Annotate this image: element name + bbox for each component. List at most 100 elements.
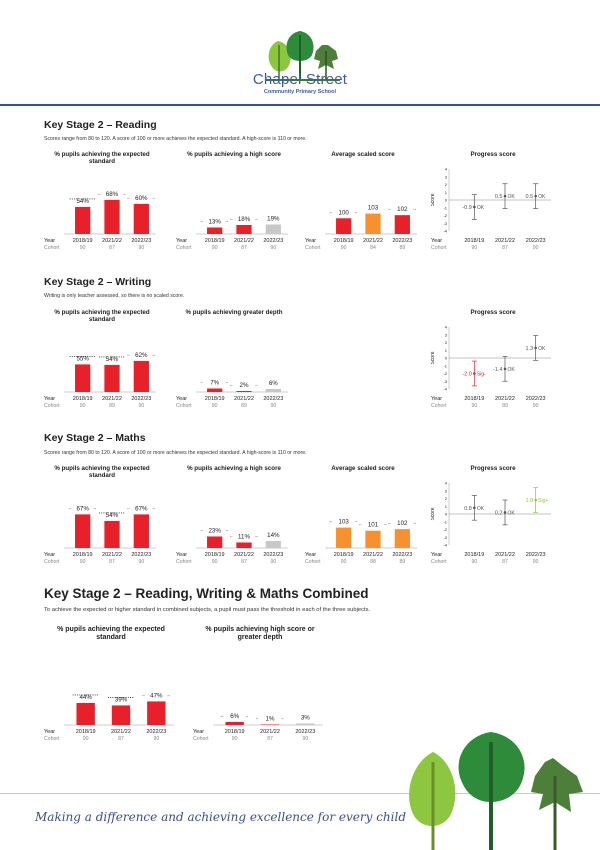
year-tick-label: 2022/23 [526,552,546,558]
y-tick-label: -3 [443,535,447,540]
progress-point [534,346,537,350]
comparison-arrow-left: ← [387,206,392,211]
comparison-arrow-left: ← [68,505,73,510]
cohort-value: 84 [370,245,376,251]
bar [104,199,120,234]
y-tick-label: 3 [445,174,448,179]
comparison-arrow-right: → [166,692,171,697]
bar [394,215,410,234]
bar-value-label: 3% [301,714,310,721]
bar [365,530,381,548]
year-tick-label: 2018/19 [205,552,225,558]
comparison-arrow-left: ← [126,352,131,357]
comparison-arrow-right: → [354,519,359,524]
bar-value-label: 23% [208,527,221,534]
year-tick-label: 2021/22 [102,238,122,244]
year-tick-label: 2021/22 [495,396,515,402]
bar-value-label: 103 [339,519,350,526]
cohort-value: 90 [471,403,477,409]
year-tick-label: 2022/23 [263,552,283,558]
year-row-label: Year [176,552,187,558]
comparison-arrow-right: → [354,209,359,214]
progress-point [503,511,507,514]
year-tick-label: 2022/23 [131,396,151,402]
year-tick-label: 2018/19 [205,238,225,244]
year-tick-label: 2021/22 [234,552,254,558]
comparison-arrow-right: → [151,195,156,200]
chart-title: % pupils achieving the expected standard [54,309,150,323]
cohort-value: 87 [502,559,508,565]
bar-value-label: 1% [266,715,275,722]
y-tick-label: -3 [443,221,447,226]
y-tick-label: 3 [445,488,448,493]
bar-value-label: 6% [230,713,239,720]
y-tick-label: 1 [445,190,448,195]
year-tick-label: 2018/19 [73,396,93,402]
bar [236,390,252,392]
bar [265,540,281,548]
cohort-value: 87 [241,559,247,565]
comparison-arrow-right: → [280,715,285,720]
comparison-arrow-left: ← [229,382,234,387]
significance-label: OK [477,506,485,512]
cohort-value: 90 [138,403,144,409]
bar-value-label: 60% [135,195,148,202]
year-row-label: Year [431,238,442,244]
significance-label: OK [477,205,485,211]
year-tick-label: 2022/23 [131,238,151,244]
y-tick-label: 4 [445,325,448,330]
bar [365,213,381,234]
year-tick-label: 2022/23 [131,552,151,558]
bar-value-label: 68% [106,191,119,198]
cohort-value: 90 [212,403,218,409]
significance-label: OK [538,194,546,200]
bar [75,364,91,392]
cohort-row-label: Cohort [431,559,447,565]
progress-point [534,498,537,502]
cohort-value: 89 [399,245,405,251]
y-tick-label: -4 [443,543,447,548]
cohort-value: 90 [83,736,89,742]
cohort-value: 90 [471,245,477,251]
bar-value-label: 11% [238,533,250,540]
y-tick-label: 4 [445,481,448,486]
y-tick-label: 0 [445,356,448,361]
bar-value-label: 54% [106,356,119,363]
cohort-row-label: Cohort [44,245,60,251]
section-title-writing: Key Stage 2 – Writing [44,276,152,288]
bar [133,360,149,392]
comparison-arrow-left: ← [200,527,205,532]
significance-label: OK [508,194,516,200]
year-tick-label: 2021/22 [363,238,383,244]
comparison-arrow-right: → [225,527,230,532]
year-row-label: Year [176,238,187,244]
bar [75,206,91,234]
year-tick-label: 2018/19 [334,238,354,244]
y-tick-label: -1 [443,205,447,210]
y-tick-label: -4 [443,387,447,392]
chart-title: Average scaled score [331,151,395,158]
chart-title: % pupils achieving the expected standard [57,626,165,641]
bar [225,721,244,725]
year-row-label: Year [44,729,55,735]
comparison-arrow-right: → [254,382,259,387]
cohort-value: 87 [109,245,115,251]
section-title-reading: Key Stage 2 – Reading [44,119,157,131]
comparison-arrow-left: ← [229,533,234,538]
cohort-row-label: Cohort [193,736,209,742]
bar-value-label: 103 [368,205,379,212]
comparison-arrow-left: ← [126,505,131,510]
cohort-row-label: Cohort [44,736,60,742]
cohort-row-label: Cohort [305,559,321,565]
y-tick-label: 2 [445,496,448,501]
bar-value-label: 102 [397,520,408,527]
y-tick-label: -2 [443,213,447,218]
year-tick-label: 2022/23 [526,396,546,402]
cohort-value: 88 [370,559,376,565]
section-note-reading: Scores range from 80 to 120. A score of … [44,136,307,142]
